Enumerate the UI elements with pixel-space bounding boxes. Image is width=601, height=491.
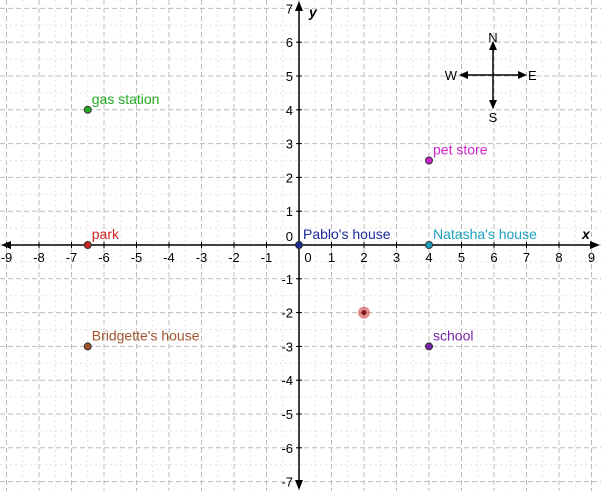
x-tick-label: -2 xyxy=(228,250,240,265)
point-bridgette-s-house xyxy=(83,342,92,351)
south-arrow-icon xyxy=(489,100,497,109)
x-tick-label: -6 xyxy=(98,250,110,265)
y-tick-label: 4 xyxy=(286,103,293,118)
x-tick-label: 5 xyxy=(458,250,465,265)
compass-rose: N S E W xyxy=(445,30,537,125)
compass-west-label: W xyxy=(445,68,458,83)
label-natasha-s-house: Natasha's house xyxy=(433,226,537,242)
label-gas-station: gas station xyxy=(92,91,160,107)
x-tick-label: 4 xyxy=(425,250,432,265)
x-tick-label: 9 xyxy=(588,250,595,265)
y-tick-label: 3 xyxy=(286,137,293,152)
x-tick-label: 2 xyxy=(360,250,367,265)
y-tick-label: -4 xyxy=(281,373,293,388)
y-tick-label: 7 xyxy=(286,1,293,16)
y-tick-label: -2 xyxy=(281,306,293,321)
compass-south-label: S xyxy=(489,110,498,125)
east-arrow-icon xyxy=(518,71,527,79)
compass-north-label: N xyxy=(488,30,497,45)
x-tick-label: -8 xyxy=(33,250,45,265)
locations: gas station park Bridgette's house Pablo's … xyxy=(83,91,537,351)
y-axis-label: y xyxy=(308,4,318,20)
y-tick-label: -5 xyxy=(281,407,293,422)
point-gas-station xyxy=(83,105,92,114)
marker-point[interactable] xyxy=(361,310,367,316)
x-tick-label: 0 xyxy=(304,250,311,265)
x-tick-label: 3 xyxy=(393,250,400,265)
x-tick-label: 1 xyxy=(328,250,335,265)
y-tick-label: -7 xyxy=(281,475,293,490)
x-tick-label: 7 xyxy=(523,250,530,265)
y-axis-ticks: 7 6 5 4 3 2 1 0 -1 -2 -3 -4 -5 -6 -7 xyxy=(281,1,293,489)
x-tick-label: -1 xyxy=(261,250,273,265)
point-pablo-s-house xyxy=(295,241,303,249)
y-axis-arrow-up-icon xyxy=(295,1,303,11)
point-pet-store xyxy=(425,156,433,165)
y-axis-arrow-down-icon xyxy=(295,480,303,490)
y-tick-label: 2 xyxy=(286,170,293,185)
y-tick-label: 5 xyxy=(286,69,293,84)
x-tick-label: -5 xyxy=(131,250,143,265)
label-pet-store: pet store xyxy=(433,142,488,158)
point-natasha-s-house xyxy=(425,241,433,249)
y-tick-label: -6 xyxy=(281,441,293,456)
y-tick-label: -1 xyxy=(281,272,293,287)
x-tick-label: -4 xyxy=(163,250,175,265)
west-arrow-icon xyxy=(459,71,468,79)
north-arrow-icon xyxy=(489,41,497,50)
x-tick-label: 6 xyxy=(490,250,497,265)
x-tick-label: -9 xyxy=(1,250,13,265)
compass-east-label: E xyxy=(528,68,537,83)
x-axis-ticks: -9 -8 -7 -6 -5 -4 -3 -2 -1 0 1 2 3 4 5 6 7 8 9 xyxy=(1,250,595,265)
x-tick-label: -3 xyxy=(196,250,208,265)
y-tick-label: -3 xyxy=(281,339,293,354)
label-school: school xyxy=(433,327,473,343)
point-park xyxy=(83,241,92,249)
label-pablo-s-house: Pablo's house xyxy=(303,226,391,242)
label-bridgette-s-house: Bridgette's house xyxy=(92,327,200,343)
x-tick-label: -7 xyxy=(66,250,78,265)
x-axis-label: x xyxy=(581,226,591,242)
x-axis-arrow-right-icon xyxy=(590,241,600,249)
label-park: park xyxy=(92,226,120,242)
point-school xyxy=(425,342,433,351)
y-tick-label: 0 xyxy=(286,229,293,244)
y-tick-label: 1 xyxy=(286,204,293,219)
y-tick-label: 6 xyxy=(286,35,293,50)
x-tick-label: 8 xyxy=(555,250,562,265)
